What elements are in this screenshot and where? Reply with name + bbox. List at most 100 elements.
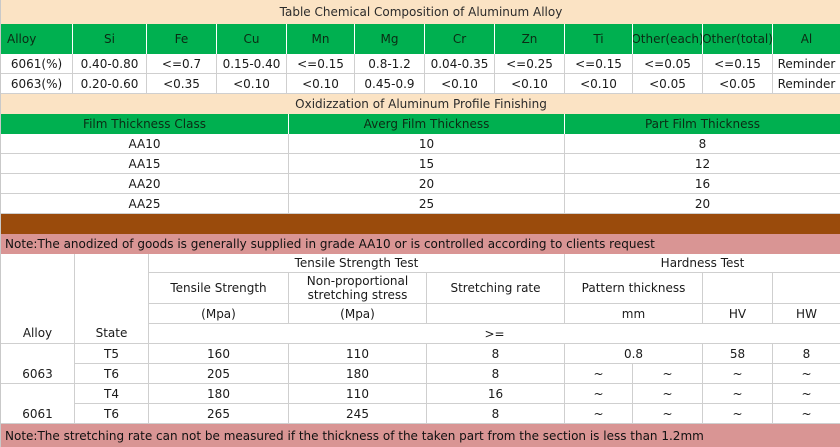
chem-cell: <0.05 — [633, 74, 703, 94]
oxid-cell: 8 — [565, 134, 840, 154]
mech-cell: 110 — [289, 384, 427, 404]
chem-header-zn: Zn — [495, 24, 565, 54]
mech-header-state: State — [75, 254, 149, 344]
oxid-cell: AA20 — [1, 174, 289, 194]
mech-cell: 110 — [289, 344, 427, 364]
chem-cell: 0.40-0.80 — [73, 54, 147, 74]
mech-header-stretch-rate: Stretching rate — [427, 273, 565, 304]
chem-cell: <0.10 — [565, 74, 633, 94]
note-stretching: Note:The stretching rate can not be meas… — [5, 428, 704, 443]
chem-cell: 0.45-0.9 — [355, 74, 425, 94]
mech-cell: ~ — [703, 384, 773, 404]
mech-header-blank-hw — [773, 273, 840, 304]
mech-cell: 8 — [427, 364, 565, 384]
oxid-header-avg: Averg Film Thickness — [289, 114, 565, 134]
mech-header-tensile-strength: Tensile Strength — [149, 273, 289, 304]
mech-cell: ~ — [773, 364, 840, 384]
oxid-row: AA10 10 8 — [1, 134, 840, 154]
mech-header-pattern: Pattern thickness — [565, 273, 703, 304]
oxid-title-row: Oxidizzation of Aluminum Profile Finishi… — [1, 94, 840, 115]
chem-title-row: Table Chemical Composition of Aluminum A… — [1, 0, 840, 25]
chem-cell: Reminder — [773, 74, 840, 94]
mech-cell: ~ — [633, 364, 703, 384]
chem-cell: <0.10 — [287, 74, 355, 94]
mech-cell: ~ — [565, 404, 633, 424]
oxid-cell: AA15 — [1, 154, 289, 174]
mech-unit-blank — [427, 304, 565, 324]
chem-row-6061: 6061(%) 0.40-0.80 <=0.7 0.15-0.40 <=0.15… — [1, 54, 840, 74]
oxid-header-part: Part Film Thickness — [565, 114, 840, 134]
mech-cell: 265 — [149, 404, 289, 424]
mech-group-hardness: Hardness Test — [565, 254, 840, 273]
chem-header-al: Al — [773, 24, 840, 54]
note-anodized: Note:The anodized of goods is generally … — [5, 237, 655, 251]
mech-unit-mpa: (Mpa) — [289, 304, 427, 324]
chem-cell: Reminder — [773, 54, 840, 74]
chem-cell: <0.35 — [147, 74, 217, 94]
chem-row-6063: 6063(%) 0.20-0.60 <0.35 <0.10 <0.10 0.45… — [1, 74, 840, 94]
oxid-cell: 20 — [289, 174, 565, 194]
chem-cell: <=0.7 — [147, 54, 217, 74]
chem-header-ti: Ti — [565, 24, 633, 54]
oxid-row: AA25 25 20 — [1, 194, 840, 214]
oxid-row: AA20 20 16 — [1, 174, 840, 194]
note-anodized-row: Note:The anodized of goods is generally … — [1, 234, 840, 254]
mech-unit-mpa: (Mpa) — [149, 304, 289, 324]
chem-cell: 0.8-1.2 — [355, 54, 425, 74]
mech-cell: ~ — [633, 384, 703, 404]
oxid-cell: 16 — [565, 174, 840, 194]
chem-cell: <=0.15 — [565, 54, 633, 74]
oxid-cell: AA10 — [1, 134, 289, 154]
chem-header-other-each: Other(each) — [633, 24, 703, 54]
chem-cell: <0.10 — [495, 74, 565, 94]
oxid-cell: 10 — [289, 134, 565, 154]
mech-header-nonprop: Non-proportional stretching stress — [289, 273, 427, 304]
chem-cell: <=0.15 — [287, 54, 355, 74]
chem-cell: 0.04-0.35 — [425, 54, 495, 74]
chem-header-fe: Fe — [147, 24, 217, 54]
mech-cell: ~ — [703, 364, 773, 384]
mech-cell: 245 — [289, 404, 427, 424]
mech-cell: ~ — [633, 404, 703, 424]
oxid-cell: 25 — [289, 194, 565, 214]
oxid-cell: 20 — [565, 194, 840, 214]
mech-cell: 8 — [427, 344, 565, 364]
section-divider-band — [1, 214, 840, 234]
chem-header-mn: Mn — [287, 24, 355, 54]
mech-cell: ~ — [773, 404, 840, 424]
mech-cell: 180 — [149, 384, 289, 404]
mech-alloy-6061: 6061 — [1, 384, 75, 424]
mech-cell: T4 — [75, 384, 149, 404]
oxid-title: Oxidizzation of Aluminum Profile Finishi… — [295, 97, 547, 111]
chem-title: Table Chemical Composition of Aluminum A… — [279, 5, 563, 19]
chem-cell: <0.10 — [217, 74, 287, 94]
mech-gte-row: >= — [149, 324, 840, 344]
chem-cell: 0.20-0.60 — [73, 74, 147, 94]
mech-cell: ~ — [773, 384, 840, 404]
mech-cell: 58 — [703, 344, 773, 364]
mech-cell: ~ — [565, 364, 633, 384]
mech-cell: 8 — [427, 404, 565, 424]
mech-header-blank-hv — [703, 273, 773, 304]
mech-cell: 160 — [149, 344, 289, 364]
chem-header-row: Alloy Si Fe Cu Mn Mg Cr Zn Ti Other(each… — [1, 24, 840, 54]
mech-cell: 205 — [149, 364, 289, 384]
note-stretching-row: Note:The stretching rate can not be meas… — [1, 424, 840, 447]
chem-cell: <0.05 — [703, 74, 773, 94]
chem-header-cr: Cr — [425, 24, 495, 54]
chem-header-si: Si — [73, 24, 147, 54]
mech-unit-hw: HW — [773, 304, 840, 324]
oxid-header-class: Film Thickness Class — [1, 114, 289, 134]
chem-cell: 6061(%) — [1, 54, 73, 74]
mech-unit-mm: mm — [565, 304, 703, 324]
chem-cell: 6063(%) — [1, 74, 73, 94]
mech-group-tensile: Tensile Strength Test — [149, 254, 565, 273]
chem-cell: 0.15-0.40 — [217, 54, 287, 74]
oxid-header-row: Film Thickness Class Averg Film Thicknes… — [1, 114, 840, 134]
oxid-row: AA15 15 12 — [1, 154, 840, 174]
chem-header-mg: Mg — [355, 24, 425, 54]
mech-cell: T6 — [75, 364, 149, 384]
oxid-cell: 12 — [565, 154, 840, 174]
chem-header-other-total: Other(total) — [703, 24, 773, 54]
